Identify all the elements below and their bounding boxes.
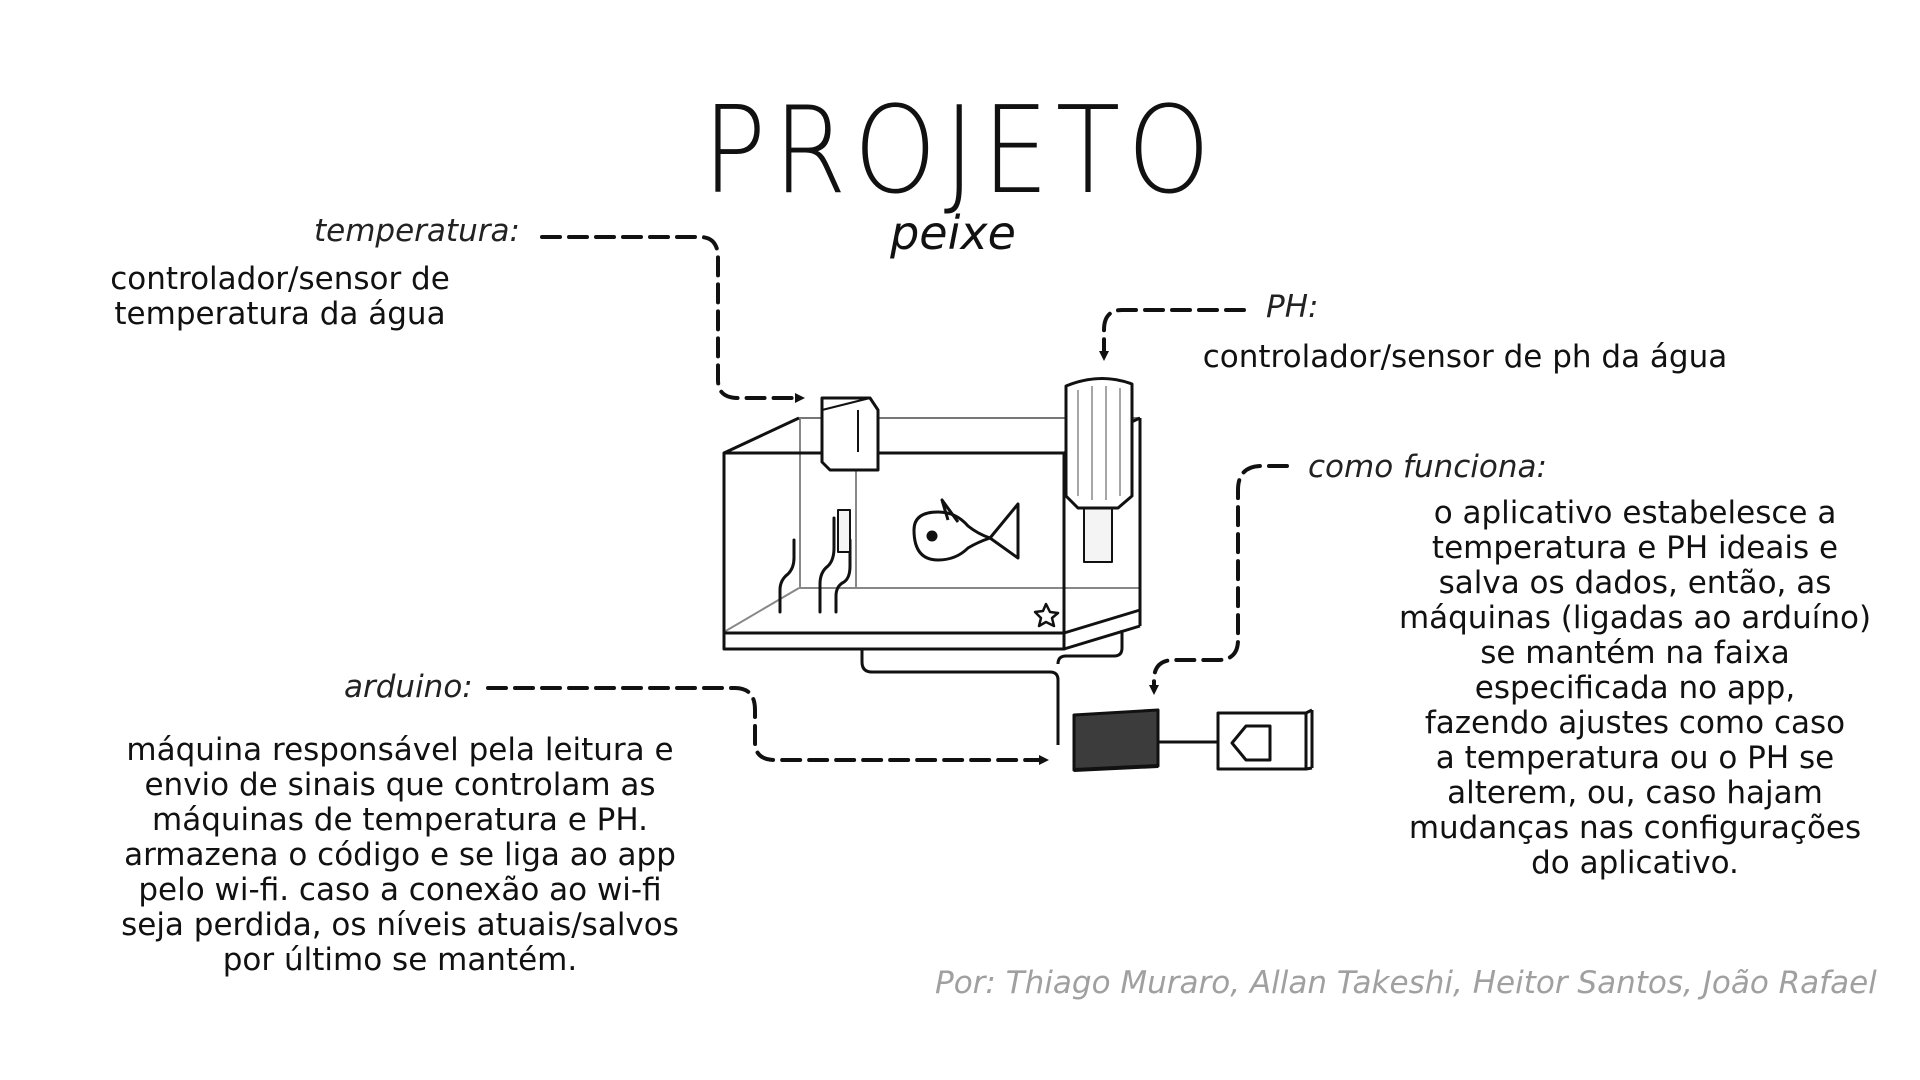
credits: Por: Thiago Muraro, Allan Takeshi, Heito… [935,965,1877,1001]
como-funciona-line: temperatura e PH ideais e [1431,530,1839,566]
como-funciona-line: alterem, ou, caso hajam [1447,775,1823,811]
temperatura-description: controlador/sensor de temperatura da águ… [90,262,470,332]
fish-icon [912,498,1020,562]
temperatura-connector [540,235,805,403]
arduino-description: máquina responsável pela leitura e envio… [100,733,700,978]
page-subtitle: peixe [890,206,1016,260]
arduino-description-line: armazena o código e se liga ao app [124,837,676,873]
temperature-sensor [820,396,880,553]
arduino-connector [486,686,1049,765]
como-funciona-line: se mantém na faixa [1480,635,1790,671]
arduino-description-line: máquina responsável pela leitura e [126,732,674,768]
arduino-description-line: máquinas de temperatura e PH. [152,802,648,838]
arduino-description-line: por último se mantém. [222,942,578,978]
como-funciona-line: do aplicativo. [1531,845,1739,881]
ph-label: PH: [1266,289,1319,325]
como-funciona-line: a temperatura ou o PH se [1435,740,1835,776]
como-funciona-line: o aplicativo estabelesce a [1433,495,1837,531]
como-funciona-line: fazendo ajustes como caso [1424,705,1846,741]
ph-description: controlador/sensor de ph da água [1202,339,1728,375]
temperatura-label: temperatura: [314,213,520,249]
arduino-description-line: envio de sinais que controlam as [144,767,656,803]
como-funciona-description: o aplicativo estabelesce a temperatura e… [1390,496,1880,881]
como-funciona-connector [1149,464,1289,695]
temperatura-description-line: temperatura da água [114,296,446,332]
como-funciona-line: máquinas (ligadas ao arduíno) [1398,600,1872,636]
como-funciona-line: salva os dados, então, as [1438,565,1832,601]
ph-connector [1099,308,1246,361]
ph-sensor [1064,376,1134,563]
arduino-label: arduino: [344,669,473,705]
como-funciona-line: especificada no app, [1474,670,1796,706]
arduino-description-line: pelo wi-fi. caso a conexão ao wi-fi [138,872,662,908]
temperatura-description-line: controlador/sensor de [110,261,450,297]
page-title: PROJETO [702,82,1218,221]
arduino-board [1072,708,1218,772]
phone-icon [1216,708,1314,771]
plant-icon [778,516,852,614]
como-funciona-label: como funciona: [1308,449,1547,485]
como-funciona-line: mudanças nas configurações [1408,810,1862,846]
starfish-icon [1033,602,1060,628]
arduino-description-line: seja perdida, os níveis atuais/salvos [121,907,679,943]
